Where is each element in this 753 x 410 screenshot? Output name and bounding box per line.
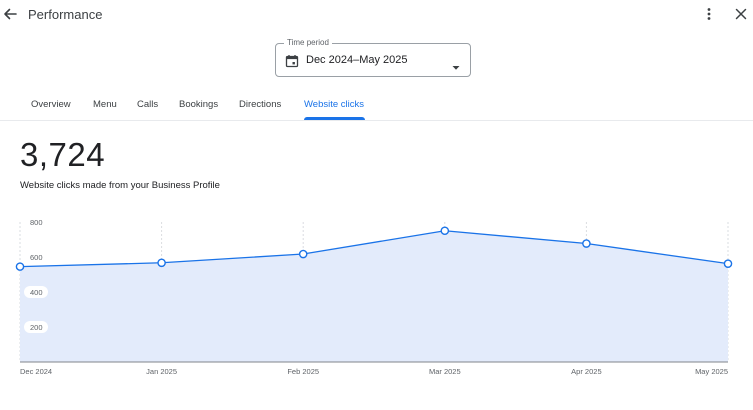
y-tick-bg bbox=[24, 286, 48, 298]
data-point bbox=[723, 259, 733, 268]
arrow-back-icon[interactable] bbox=[2, 6, 18, 22]
tab-directions[interactable]: Directions bbox=[239, 99, 282, 110]
data-point bbox=[157, 258, 166, 268]
close-icon[interactable] bbox=[733, 6, 749, 22]
time-period-value: Dec 2024–May 2025 bbox=[306, 54, 408, 66]
page-title: Performance bbox=[28, 7, 103, 22]
tab-bar: Overview Menu Calls Bookings Directions … bbox=[0, 95, 753, 121]
metric-label: Website clicks made from your Business P… bbox=[20, 180, 220, 191]
area-fill bbox=[20, 230, 728, 362]
x-tick-label: Apr 2025 bbox=[571, 367, 601, 376]
x-tick-label: Feb 2025 bbox=[287, 367, 319, 376]
data-point bbox=[15, 262, 25, 271]
x-tick-label: May 2025 bbox=[695, 367, 728, 376]
tab-calls[interactable]: Calls bbox=[137, 99, 159, 110]
time-period-select[interactable]: Time period Dec 2024–May 2025 bbox=[275, 37, 471, 77]
active-tab-indicator bbox=[304, 117, 365, 120]
y-tick-label: 400 bbox=[30, 288, 43, 297]
more-vert-icon[interactable] bbox=[701, 6, 717, 22]
y-tick-label: 600 bbox=[30, 253, 43, 262]
calendar-icon bbox=[285, 54, 299, 68]
x-tick-label: Jan 2025 bbox=[146, 367, 177, 376]
data-point bbox=[298, 249, 308, 259]
tab-bookings[interactable]: Bookings bbox=[179, 99, 219, 110]
data-point bbox=[582, 239, 591, 248]
metric-value: 3,724 bbox=[20, 136, 106, 173]
x-tick-label: Dec 2024 bbox=[20, 367, 52, 376]
data-point bbox=[440, 226, 450, 236]
website-clicks-chart: 200 400 600 800 Dec 2024 Jan 2025 Feb 2025 Mar… bbox=[15, 218, 733, 376]
dropdown-arrow-icon bbox=[452, 58, 460, 70]
y-tick-label: 800 bbox=[30, 218, 43, 227]
tab-website-clicks[interactable]: Website clicks bbox=[304, 99, 365, 110]
y-tick-label: 200 bbox=[30, 323, 43, 332]
tab-menu[interactable]: Menu bbox=[93, 99, 117, 110]
tab-overview[interactable]: Overview bbox=[31, 99, 71, 110]
x-tick-label: Mar 2025 bbox=[429, 367, 461, 376]
time-period-label: Time period bbox=[284, 37, 332, 49]
y-tick-bg bbox=[24, 321, 48, 333]
series-line bbox=[19, 230, 729, 268]
